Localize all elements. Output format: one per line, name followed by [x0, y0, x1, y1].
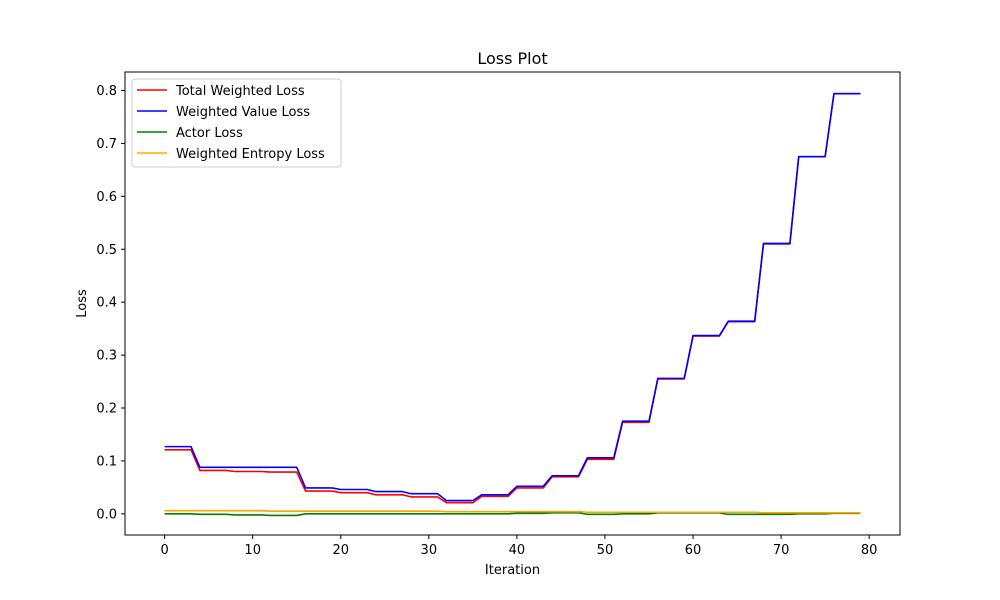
chart-title: Loss Plot: [477, 49, 547, 68]
y-tick-label: 0.4: [96, 296, 117, 311]
plot-frame: [124, 71, 901, 536]
x-tick-label: 50: [597, 543, 614, 558]
series-line-3: [164, 509, 861, 514]
legend: Total Weighted Loss Weighted Value Loss Ac…: [131, 78, 342, 168]
series-line-2: [164, 511, 861, 517]
x-tick-label: 20: [332, 543, 349, 558]
y-tick-label: 0.1: [96, 454, 117, 469]
x-tick-label: 60: [685, 543, 702, 558]
y-tick-label: 0.3: [96, 349, 117, 364]
y-tick-label: 0.6: [96, 190, 117, 205]
y-tick-label: 0.8: [96, 84, 117, 99]
legend-label: Weighted Value Loss: [176, 105, 310, 120]
legend-box: [131, 78, 342, 168]
legend-label: Actor Loss: [176, 126, 243, 141]
series-line-1: [164, 92, 861, 502]
x-tick-label: 10: [244, 543, 261, 558]
x-tick-label: 80: [861, 543, 878, 558]
y-axis-label: Loss: [75, 289, 90, 318]
x-tick-label: 30: [421, 543, 438, 558]
plot-lines: [164, 92, 861, 517]
y-tick-label: 0.2: [96, 402, 117, 417]
y-tick-label: 0.0: [96, 507, 117, 522]
legend-label: Total Weighted Loss: [175, 84, 305, 99]
y-axis-ticks: 0.0 0.1 0.2 0.3 0.4 0.5 0.6 0.7 0.8: [96, 84, 125, 522]
y-tick-label: 0.5: [96, 243, 117, 258]
y-tick-label: 0.7: [96, 137, 117, 152]
x-tick-label: 40: [509, 543, 526, 558]
x-tick-label: 70: [773, 543, 790, 558]
legend-label: Weighted Entropy Loss: [176, 147, 325, 162]
x-axis-ticks: 0 10 20 30 40 50 60 70 80: [160, 535, 877, 558]
x-tick-label: 0: [160, 543, 168, 558]
x-axis-label: Iteration: [485, 563, 540, 578]
